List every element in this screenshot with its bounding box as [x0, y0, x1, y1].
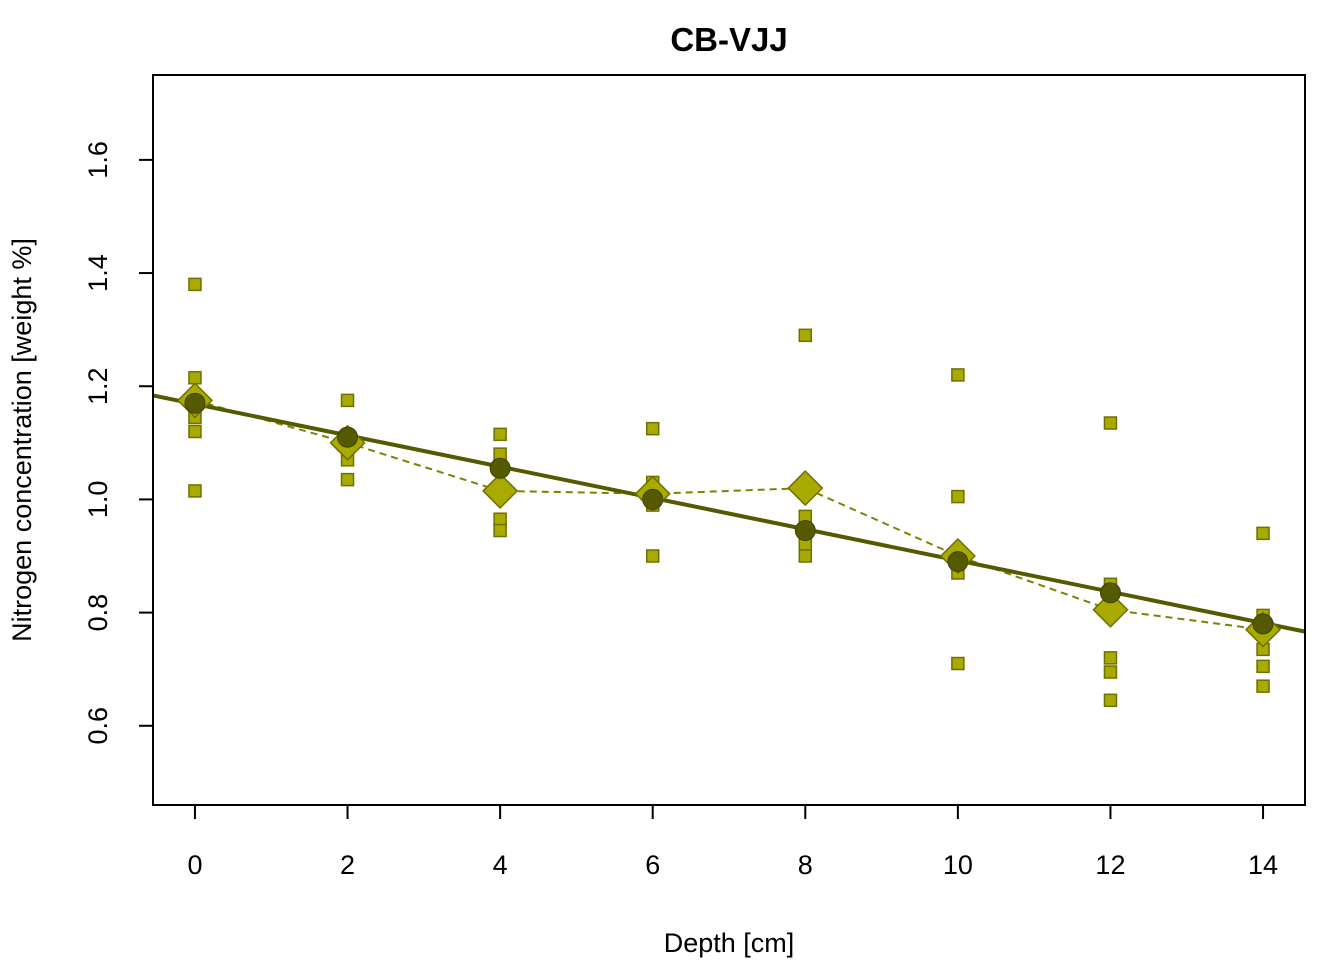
- median-marker: [794, 520, 816, 542]
- data-point: [188, 484, 202, 498]
- mean-marker: [787, 470, 824, 507]
- mean-dashed-line: [194, 399, 1264, 631]
- median-marker: [184, 392, 206, 414]
- median-marker: [489, 457, 511, 479]
- x-tick-label: 8: [798, 850, 813, 880]
- x-tick-label: 10: [943, 850, 973, 880]
- data-point: [493, 512, 507, 526]
- data-point: [493, 523, 507, 538]
- data-point: [1103, 665, 1118, 679]
- data-point: [340, 472, 355, 487]
- data-point: [1103, 693, 1118, 708]
- y-tick-label: 0.6: [83, 707, 113, 745]
- x-tick-label: 14: [1248, 850, 1278, 880]
- x-axis-label: Depth [cm]: [664, 928, 795, 958]
- y-tick-label: 1.4: [83, 254, 113, 292]
- plot-area: [152, 277, 1306, 708]
- y-axis-label: Nitrogen concentration [weight %]: [7, 238, 37, 642]
- y-tick-label: 1.6: [83, 141, 113, 179]
- x-tick-label: 2: [340, 850, 355, 880]
- data-point: [1103, 651, 1118, 665]
- x-tick-label: 4: [493, 850, 508, 880]
- data-point: [1256, 659, 1270, 674]
- chart-title: CB-VJJ: [670, 21, 787, 58]
- x-tick-label: 6: [645, 850, 660, 880]
- data-point: [951, 656, 965, 671]
- data-point: [493, 427, 507, 442]
- y-axis: 0.6 0.8 1.0 1.2 1.4 1.6: [83, 141, 153, 745]
- data-point: [798, 549, 813, 563]
- x-tick-label: 0: [187, 850, 202, 880]
- data-point: [951, 489, 965, 504]
- y-tick-label: 1.0: [83, 481, 113, 519]
- median-marker: [1099, 582, 1121, 604]
- median-marker: [947, 551, 969, 573]
- median-marker: [1252, 613, 1274, 635]
- mean-marker: [1092, 591, 1129, 628]
- data-point: [1256, 679, 1270, 693]
- median-marker: [642, 488, 664, 510]
- data-point: [1256, 526, 1270, 541]
- mean-marker: [482, 472, 519, 509]
- median-marker: [337, 426, 359, 448]
- data-point: [645, 421, 660, 436]
- x-tick-label: 12: [1095, 850, 1125, 880]
- data-point: [1103, 416, 1118, 430]
- regression-line: [152, 393, 1306, 634]
- data-point: [188, 424, 202, 439]
- data-point: [340, 393, 355, 408]
- plot-frame: [152, 74, 1306, 806]
- data-point: [798, 328, 813, 343]
- data-point: [188, 277, 202, 292]
- y-tick-label: 0.8: [83, 594, 113, 632]
- y-tick-label: 1.2: [83, 367, 113, 405]
- data-point: [951, 368, 965, 382]
- data-point: [188, 371, 202, 385]
- data-point: [645, 549, 660, 563]
- x-axis: 0 2 4 6 8 10 12 14: [187, 805, 1278, 880]
